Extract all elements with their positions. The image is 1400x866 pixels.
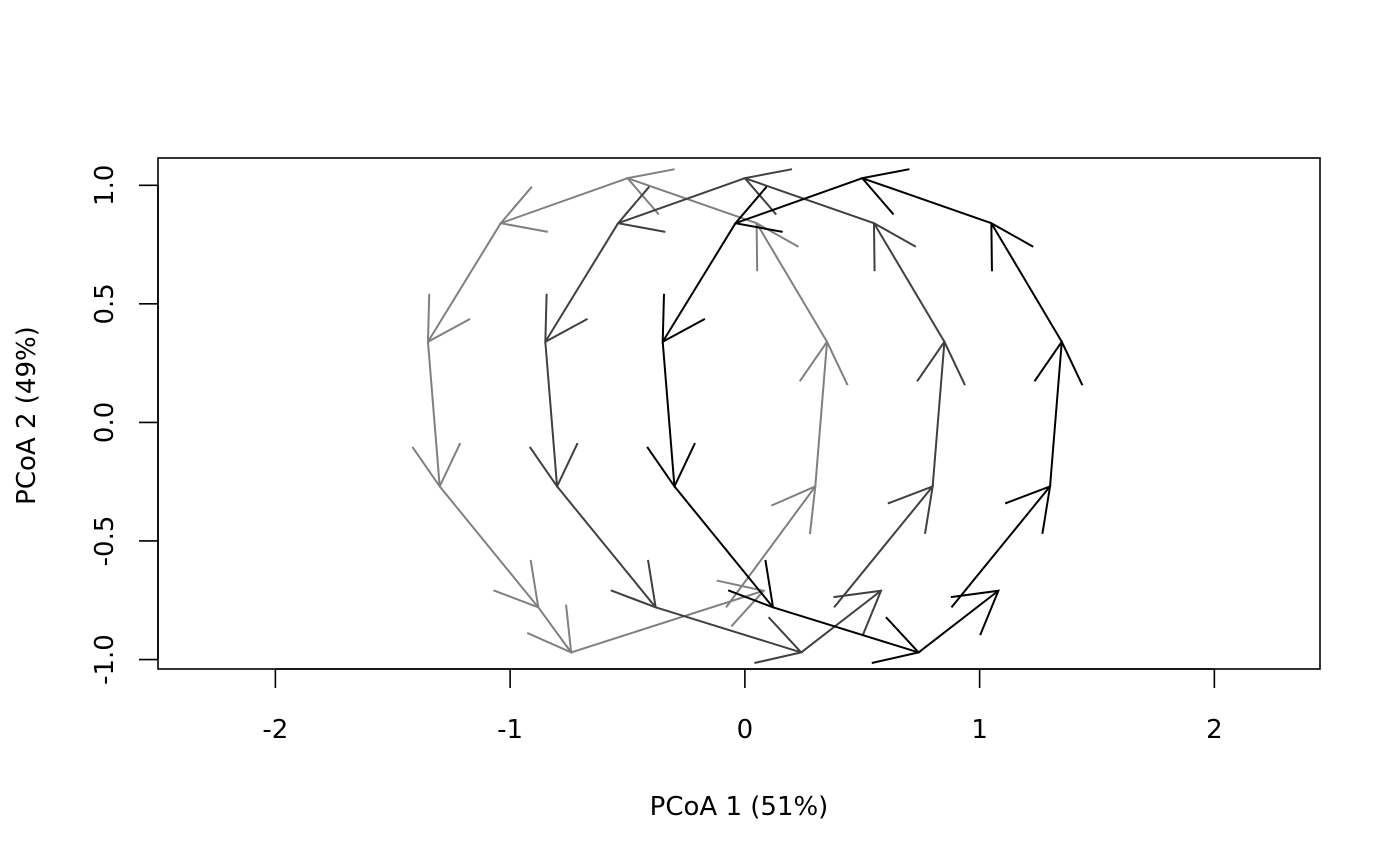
series-segment — [426, 341, 441, 487]
series-segment — [861, 177, 992, 225]
x-axis-label: PCoA 1 (51%) — [650, 792, 829, 822]
plot-frame — [157, 157, 1321, 670]
arrowhead — [411, 442, 462, 489]
series-segment — [570, 589, 764, 654]
arrowhead — [990, 221, 1034, 272]
arrowhead — [1033, 339, 1084, 386]
series-segment — [814, 341, 829, 487]
y-axis-label: PCoA 2 (49%) — [12, 326, 42, 505]
series-segment — [725, 485, 817, 608]
arrowhead — [528, 442, 579, 489]
series-2 — [528, 168, 966, 665]
arrowhead — [727, 559, 775, 609]
series-3 — [646, 168, 1084, 665]
series-segment — [744, 177, 875, 225]
series-segment — [556, 485, 657, 608]
series-1 — [411, 168, 849, 655]
x-axis: -2 -1 0 1 2 — [262, 668, 1223, 745]
series-layer — [411, 168, 1084, 665]
x-tick-label: -2 — [262, 715, 288, 745]
arrowhead — [646, 442, 696, 489]
arrowhead — [950, 589, 1000, 636]
arrowhead — [716, 579, 766, 627]
x-tick-label: 0 — [737, 715, 754, 745]
arrowhead — [833, 589, 883, 636]
arrowhead — [625, 168, 675, 216]
x-tick-label: 1 — [971, 715, 988, 745]
series-segment — [673, 485, 774, 608]
series-segment — [500, 177, 628, 225]
arrowhead — [770, 484, 817, 535]
y-tick-label: 0.5 — [90, 283, 120, 324]
series-segment — [873, 222, 946, 343]
y-tick-label: -1.0 — [90, 634, 120, 685]
arrowhead — [872, 221, 917, 272]
y-tick-label: 0.0 — [90, 402, 120, 443]
series-segment — [661, 222, 737, 343]
series-segment — [627, 177, 757, 225]
series-segment — [755, 222, 828, 343]
series-segment — [427, 222, 502, 343]
series-segment — [1049, 341, 1063, 487]
arrowhead — [544, 293, 589, 344]
arrowhead — [755, 221, 799, 272]
y-tick-label: -0.5 — [90, 516, 120, 567]
arrowhead — [526, 604, 573, 655]
series-segment — [990, 222, 1063, 343]
series-segment — [438, 485, 540, 608]
arrowhead — [426, 293, 471, 344]
series-segment — [544, 341, 559, 487]
series-segment — [617, 177, 746, 225]
y-axis: -1.0 -0.5 0.0 0.5 1.0 — [90, 165, 159, 685]
series-segment — [917, 589, 1000, 654]
arrowhead — [661, 293, 706, 344]
series-segment — [931, 341, 946, 487]
x-tick-label: -1 — [497, 715, 523, 745]
series-segment — [950, 485, 1051, 608]
series-segment — [537, 606, 572, 653]
y-tick-label: 1.0 — [90, 165, 120, 206]
series-segment — [655, 606, 802, 654]
series-segment — [772, 606, 919, 654]
series-segment — [661, 341, 676, 487]
arrowhead — [742, 168, 793, 216]
series-segment — [800, 589, 882, 654]
x-tick-label: 2 — [1206, 715, 1223, 745]
series-segment — [833, 485, 934, 608]
series-segment — [544, 222, 619, 343]
series-segment — [735, 177, 863, 225]
